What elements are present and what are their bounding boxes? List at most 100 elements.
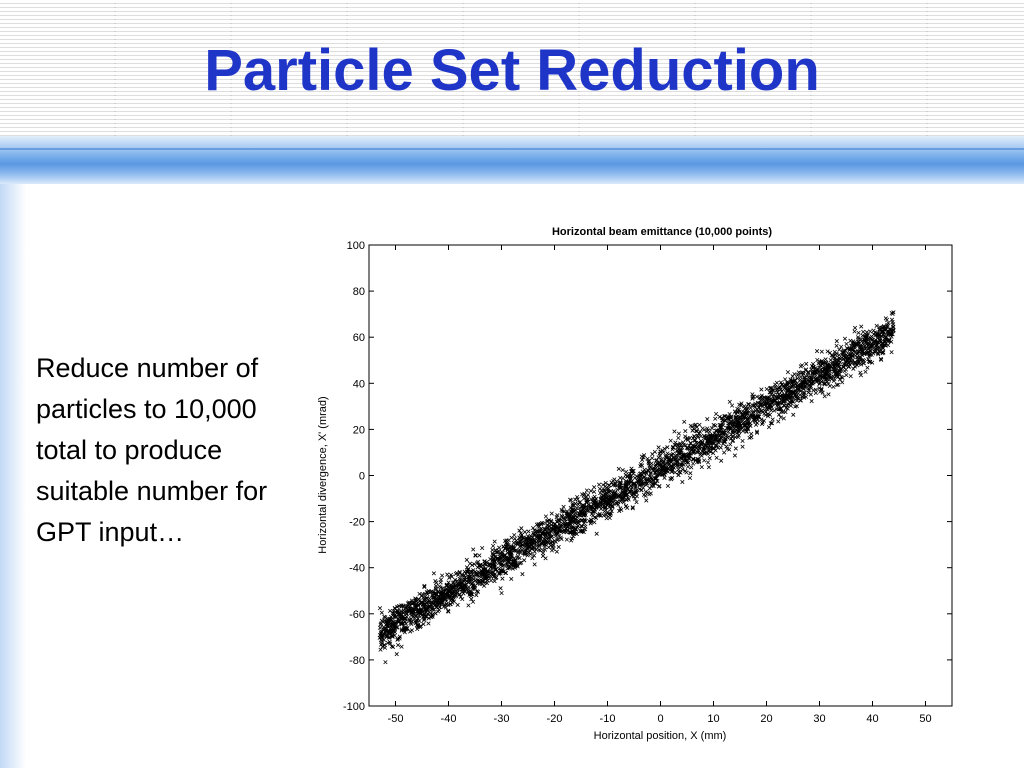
scatter-point [415, 616, 421, 621]
scatter-point [822, 360, 827, 365]
scatter-point [719, 415, 724, 421]
scatter-point [618, 506, 623, 511]
scatter-point [878, 328, 883, 333]
scatter-point [865, 333, 871, 338]
scatter-point [770, 388, 775, 393]
scatter-point [543, 514, 548, 519]
scatter-point [686, 446, 691, 451]
scatter-point [889, 317, 895, 322]
scatter-point [704, 434, 710, 439]
x-tick-label: -20 [547, 713, 563, 725]
scatter-point [776, 412, 782, 417]
scatter-point [873, 349, 878, 355]
scatter-point [841, 354, 846, 359]
scatter-point [859, 362, 864, 367]
scatter-point [683, 429, 688, 434]
scatter-point [519, 526, 524, 531]
scatter-point [692, 437, 697, 442]
scatter-point [702, 458, 707, 463]
scatter-point [776, 419, 781, 424]
scatter-point [803, 394, 809, 399]
scatter-point [756, 405, 762, 410]
scatter-point [515, 542, 520, 547]
scatter-point [746, 402, 751, 407]
scatter-point [532, 562, 537, 567]
scatter-point [678, 450, 683, 455]
scatter-point [532, 546, 537, 551]
scatter-point [543, 547, 548, 552]
scatter-point [590, 513, 596, 518]
scatter-point [425, 612, 430, 617]
scatter-point [547, 528, 553, 533]
scatter-point [746, 402, 752, 407]
scatter-point [818, 389, 823, 394]
scatter-point [675, 462, 680, 468]
scatter-point [702, 435, 708, 440]
scatter-point [387, 608, 393, 613]
scatter-point [551, 524, 556, 529]
scatter-point [706, 451, 711, 457]
scatter-point [668, 459, 673, 464]
scatter-point [614, 479, 619, 484]
scatter-point [584, 488, 589, 493]
scatter-point [386, 628, 391, 633]
scatter-point [380, 619, 385, 624]
scatter-point [866, 357, 871, 362]
scatter-point [413, 596, 418, 601]
scatter-point [433, 586, 438, 591]
scatter-point [615, 487, 620, 492]
scatter-point [793, 404, 798, 409]
scatter-point [880, 334, 885, 339]
scatter-point [772, 397, 777, 402]
scatter-point [583, 527, 588, 532]
scatter-point [532, 549, 537, 554]
scatter-point [620, 496, 625, 502]
scatter-point [859, 339, 864, 344]
scatter-point [694, 440, 699, 445]
scatter-point [389, 644, 394, 649]
scatter-point [840, 350, 845, 355]
scatter-point [543, 537, 548, 542]
scatter-point [458, 594, 463, 599]
scatter-point [729, 421, 734, 426]
scatter-point [422, 584, 427, 590]
scatter-point [633, 485, 638, 490]
scatter-point [547, 532, 552, 537]
scatter-point [855, 339, 861, 344]
scatter-point [467, 561, 473, 566]
scatter-point [660, 448, 665, 453]
scatter-point [469, 597, 474, 602]
scatter-point [531, 540, 536, 545]
scatter-point [379, 635, 385, 640]
scatter-point [634, 490, 639, 495]
scatter-point [603, 484, 608, 489]
scatter-point [744, 421, 750, 426]
scatter-point [466, 603, 471, 608]
scatter-point [546, 523, 552, 529]
scatter-point [678, 456, 683, 461]
scatter-point [807, 382, 812, 387]
scatter-point [804, 361, 809, 366]
scatter-point [422, 616, 427, 621]
scatter-point [860, 333, 865, 338]
scatter-point [677, 450, 682, 455]
scatter-point [580, 503, 585, 508]
scatter-point [723, 414, 728, 419]
scatter-point [770, 417, 775, 422]
scatter-point [395, 637, 400, 642]
scatter-point [631, 471, 636, 476]
scatter-point [526, 529, 531, 534]
scatter-point [708, 445, 713, 450]
scatter-point [690, 428, 695, 433]
scatter-point [414, 622, 419, 628]
scatter-point [855, 355, 860, 360]
scatter-point [550, 539, 555, 544]
scatter-point [559, 517, 564, 522]
scatter-point [455, 578, 460, 583]
scatter-point [868, 329, 873, 334]
scatter-point [657, 483, 662, 489]
scatter-point [792, 389, 798, 394]
scatter-point [653, 464, 658, 469]
scatter-point [520, 572, 525, 577]
scatter-point [839, 344, 844, 349]
